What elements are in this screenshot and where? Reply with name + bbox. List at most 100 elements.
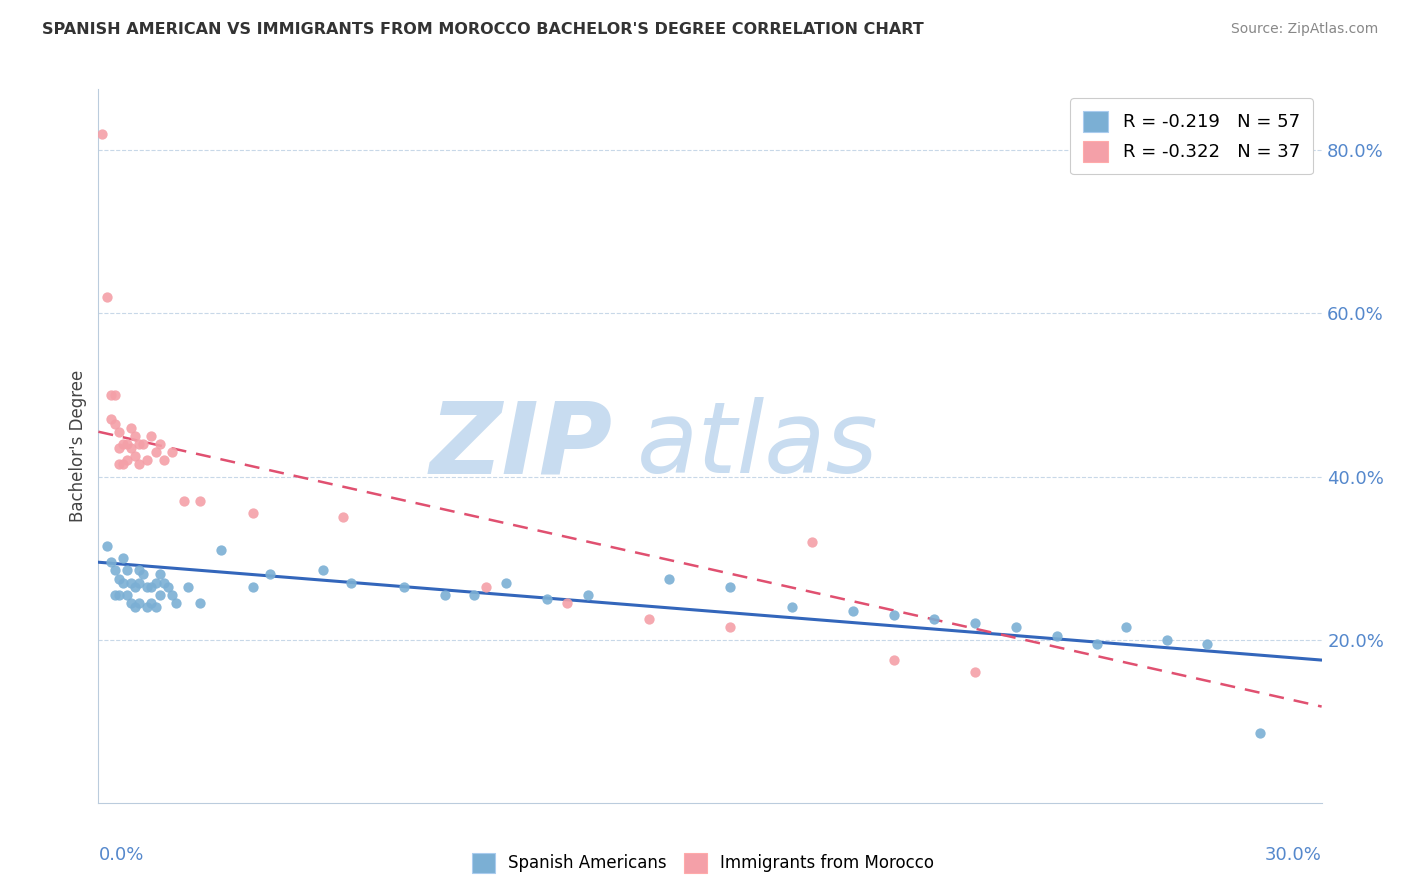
Point: [104, 563, 127, 577]
Point: [1085, 637, 1108, 651]
Point: [141, 429, 163, 443]
Point: [100, 412, 122, 426]
Point: [209, 543, 232, 558]
Point: [576, 588, 599, 602]
Point: [136, 453, 159, 467]
Point: [1156, 632, 1178, 647]
Point: [145, 575, 167, 590]
Point: [780, 600, 803, 615]
Legend: R = -0.219   N = 57, R = -0.322   N = 37: R = -0.219 N = 57, R = -0.322 N = 37: [1070, 98, 1313, 174]
Point: [145, 445, 167, 459]
Point: [152, 453, 174, 467]
Point: [1115, 620, 1137, 634]
Point: [104, 417, 127, 431]
Point: [1045, 629, 1069, 643]
Text: ZIP: ZIP: [429, 398, 612, 494]
Point: [108, 458, 131, 472]
Point: [115, 437, 138, 451]
Point: [136, 600, 159, 615]
Point: [922, 612, 945, 626]
Point: [145, 600, 167, 615]
Point: [495, 575, 517, 590]
Point: [108, 572, 131, 586]
Point: [128, 437, 150, 451]
Point: [120, 441, 142, 455]
Point: [96, 539, 118, 553]
Point: [141, 580, 163, 594]
Point: [177, 580, 200, 594]
Point: [124, 449, 146, 463]
Point: [1197, 637, 1219, 651]
Point: [115, 453, 138, 467]
Point: [91, 127, 114, 141]
Point: [242, 506, 264, 520]
Point: [108, 588, 131, 602]
Point: [128, 458, 150, 472]
Point: [392, 580, 416, 594]
Point: [104, 588, 127, 602]
Point: [188, 596, 212, 610]
Point: [173, 494, 195, 508]
Point: [434, 588, 457, 602]
Point: [312, 563, 335, 577]
Point: [132, 437, 155, 451]
Point: [111, 458, 134, 472]
Point: [152, 575, 174, 590]
Text: 0.0%: 0.0%: [98, 846, 143, 863]
Point: [96, 290, 118, 304]
Point: [104, 388, 127, 402]
Text: SPANISH AMERICAN VS IMMIGRANTS FROM MOROCCO BACHELOR'S DEGREE CORRELATION CHART: SPANISH AMERICAN VS IMMIGRANTS FROM MORO…: [42, 22, 924, 37]
Point: [141, 596, 163, 610]
Point: [124, 429, 146, 443]
Point: [111, 437, 134, 451]
Point: [188, 494, 212, 508]
Point: [801, 534, 824, 549]
Point: [111, 551, 134, 566]
Point: [128, 563, 150, 577]
Point: [149, 588, 172, 602]
Point: [332, 510, 354, 524]
Point: [242, 580, 264, 594]
Point: [128, 575, 150, 590]
Point: [965, 665, 987, 680]
Point: [965, 616, 987, 631]
Point: [160, 588, 183, 602]
Point: [149, 437, 172, 451]
Point: [132, 567, 155, 582]
Text: atlas: atlas: [637, 398, 879, 494]
Text: Source: ZipAtlas.com: Source: ZipAtlas.com: [1230, 22, 1378, 37]
Point: [883, 608, 905, 623]
Point: [120, 596, 142, 610]
Text: 30.0%: 30.0%: [1265, 846, 1322, 863]
Point: [111, 575, 134, 590]
Point: [149, 567, 172, 582]
Point: [124, 580, 146, 594]
Point: [100, 388, 122, 402]
Point: [463, 588, 485, 602]
Point: [720, 620, 742, 634]
Point: [136, 580, 159, 594]
Point: [108, 425, 131, 439]
Point: [120, 575, 142, 590]
Point: [557, 596, 579, 610]
Point: [474, 580, 498, 594]
Y-axis label: Bachelor's Degree: Bachelor's Degree: [69, 370, 87, 522]
Point: [108, 441, 131, 455]
Point: [1004, 620, 1026, 634]
Point: [120, 420, 142, 434]
Point: [340, 575, 363, 590]
Point: [124, 600, 146, 615]
Point: [658, 572, 681, 586]
Point: [536, 591, 558, 606]
Point: [165, 596, 187, 610]
Point: [115, 588, 138, 602]
Point: [720, 580, 742, 594]
Point: [160, 445, 183, 459]
Point: [638, 612, 661, 626]
Point: [156, 580, 179, 594]
Point: [841, 604, 863, 618]
Point: [100, 555, 122, 569]
Point: [128, 596, 150, 610]
Point: [1249, 726, 1271, 740]
Legend: Spanish Americans, Immigrants from Morocco: Spanish Americans, Immigrants from Moroc…: [465, 847, 941, 880]
